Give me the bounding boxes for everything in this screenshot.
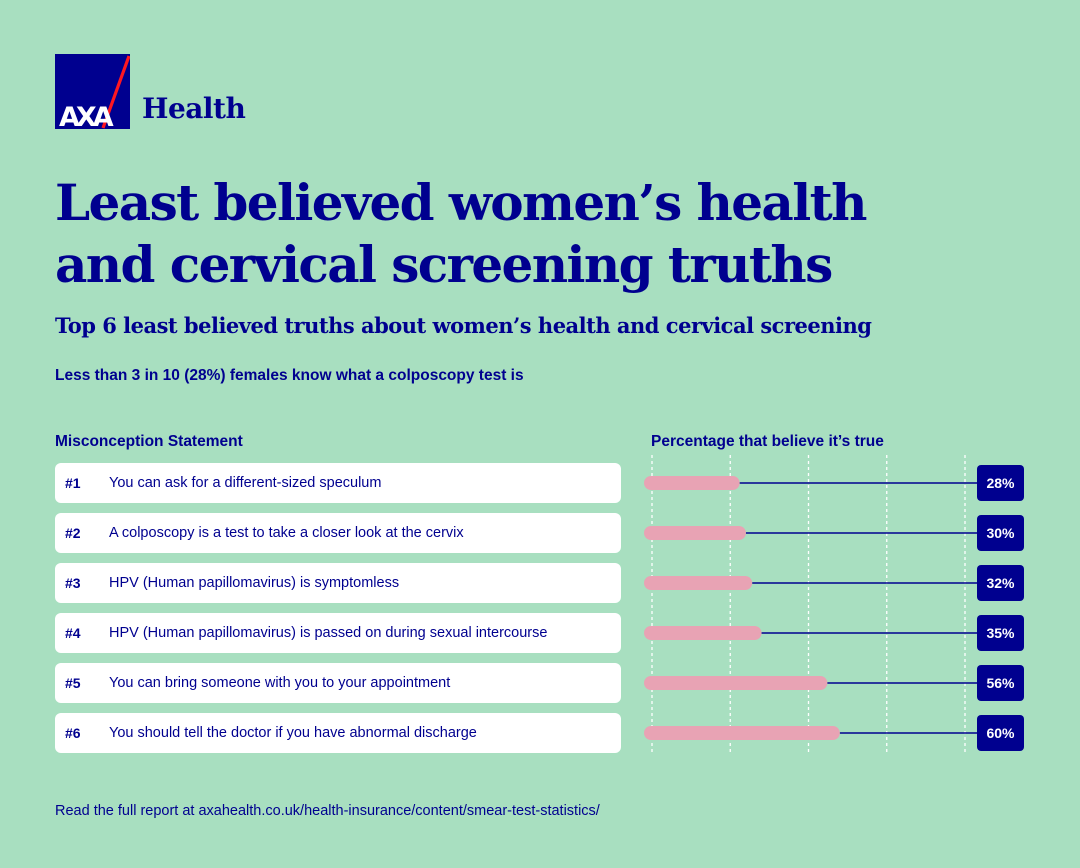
rank-label: #5 bbox=[65, 675, 81, 691]
statement-row: #3 HPV (Human papillomavirus) is symptom… bbox=[55, 563, 621, 603]
page-subtitle: Top 6 least believed truths about women’… bbox=[55, 313, 872, 338]
value-label: 28% bbox=[986, 475, 1015, 491]
rank-label: #3 bbox=[65, 575, 81, 591]
statement-row: #6 You should tell the doctor if you hav… bbox=[55, 713, 621, 753]
statement-row: #1 You can ask for a different-sized spe… bbox=[55, 463, 621, 503]
bar bbox=[644, 476, 740, 490]
value-label: 30% bbox=[986, 525, 1015, 541]
rank-label: #6 bbox=[65, 725, 81, 741]
bar bbox=[644, 676, 828, 690]
statement-text: HPV (Human papillomavirus) is symptomles… bbox=[109, 575, 400, 591]
rank-label: #2 bbox=[65, 525, 81, 541]
bar bbox=[644, 576, 753, 590]
axa-logo: AXA bbox=[55, 54, 130, 129]
statement-text: You should tell the doctor if you have a… bbox=[109, 725, 477, 741]
statement-text: A colposcopy is a test to take a closer … bbox=[109, 525, 464, 541]
key-stat: Less than 3 in 10 (28%) females know wha… bbox=[55, 367, 524, 384]
statement-row: #4 HPV (Human papillomavirus) is passed … bbox=[55, 613, 621, 653]
bar bbox=[644, 626, 762, 640]
brand-name: Health bbox=[142, 92, 246, 125]
value-label: 32% bbox=[986, 575, 1015, 591]
statement-text: You can ask for a different-sized specul… bbox=[109, 475, 382, 491]
logo-letters: AXA bbox=[59, 102, 114, 129]
title-line-2: and cervical screening truths bbox=[55, 235, 833, 294]
title-line-1: Least believed women’s health bbox=[55, 173, 867, 232]
value-box bbox=[977, 665, 1024, 701]
axa-logo-mark: AXA bbox=[59, 55, 130, 129]
value-box bbox=[977, 565, 1024, 601]
report-link[interactable]: Read the full report at axahealth.co.uk/… bbox=[55, 803, 600, 819]
rank-label: #1 bbox=[65, 475, 81, 491]
value-label: 56% bbox=[986, 675, 1015, 691]
percentage-bar-chart: 28% 30% 32% 35% 56% 60% bbox=[644, 455, 1024, 753]
statement-column-header: Misconception Statement bbox=[55, 433, 243, 450]
page-title: Least believed women’s health and cervic… bbox=[55, 172, 1035, 296]
logo-red-slash bbox=[101, 55, 130, 129]
statement-row: #2 A colposcopy is a test to take a clos… bbox=[55, 513, 621, 553]
value-box bbox=[977, 465, 1024, 501]
statement-row: #5 You can bring someone with you to you… bbox=[55, 663, 621, 703]
value-label: 35% bbox=[986, 625, 1015, 641]
value-box bbox=[977, 615, 1024, 651]
bar bbox=[644, 726, 840, 740]
value-box bbox=[977, 515, 1024, 551]
statement-text: HPV (Human papillomavirus) is passed on … bbox=[109, 625, 548, 641]
statement-text: You can bring someone with you to your a… bbox=[109, 675, 451, 691]
value-label: 60% bbox=[986, 725, 1015, 741]
bar bbox=[644, 526, 746, 540]
rank-label: #4 bbox=[65, 625, 81, 641]
value-box bbox=[977, 715, 1024, 751]
percentage-column-header: Percentage that believe it’s true bbox=[651, 433, 884, 450]
